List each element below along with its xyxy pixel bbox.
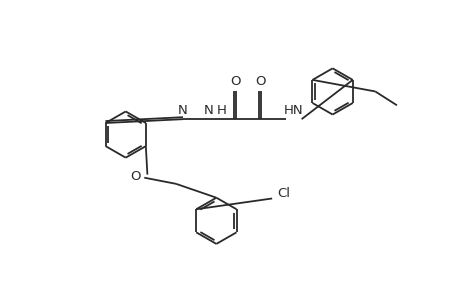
Text: O: O bbox=[255, 75, 265, 88]
Text: Cl: Cl bbox=[277, 187, 290, 200]
Text: N: N bbox=[203, 104, 213, 117]
Text: O: O bbox=[130, 170, 141, 183]
Text: O: O bbox=[230, 75, 241, 88]
Text: H: H bbox=[217, 104, 227, 117]
Text: HN: HN bbox=[284, 104, 303, 117]
Text: N: N bbox=[177, 104, 187, 117]
